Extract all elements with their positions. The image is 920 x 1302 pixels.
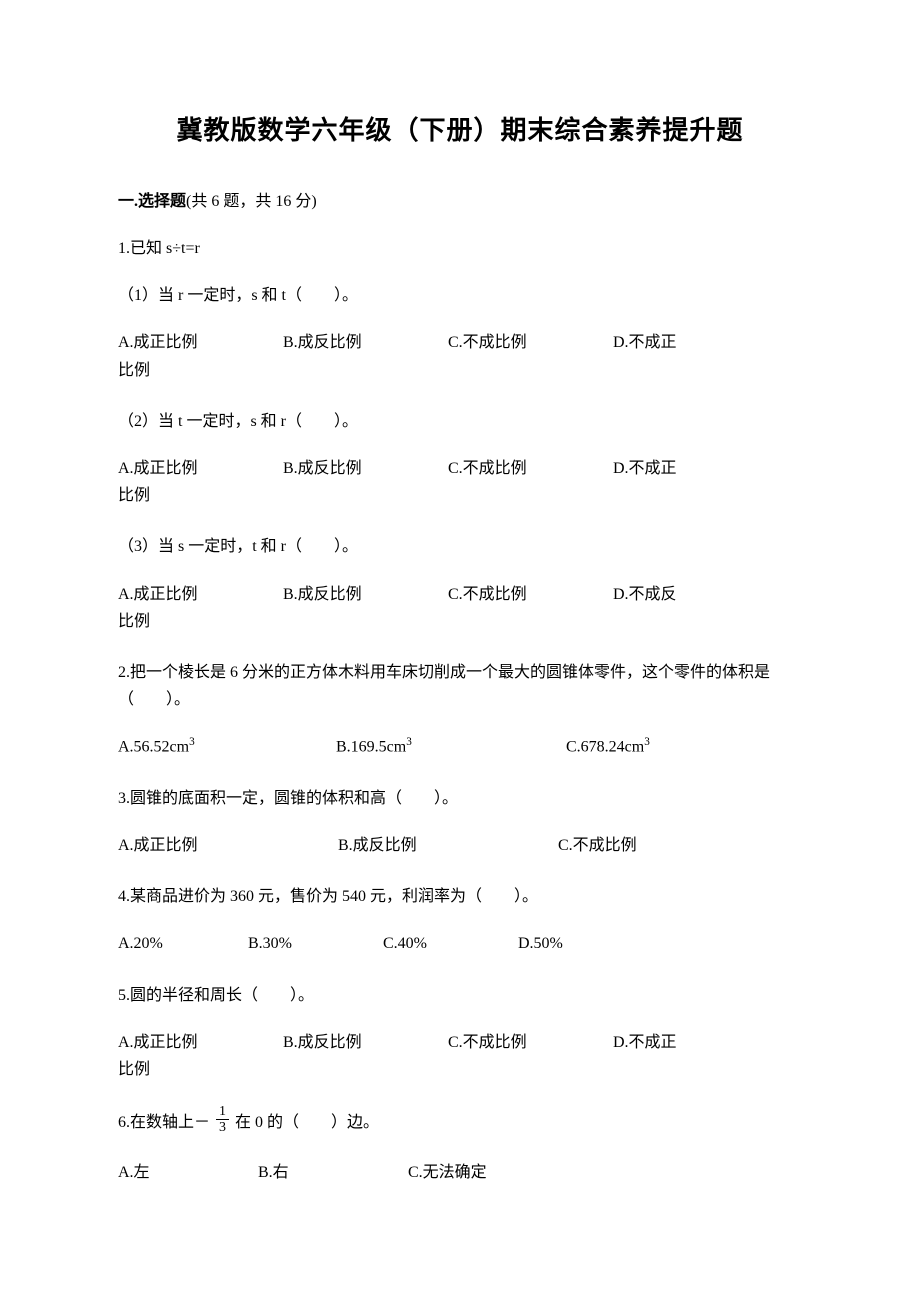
q4-options: A.20% B.30% C.40% D.50%	[118, 930, 802, 957]
q1-sub2: （2）当 t 一定时，s 和 r（ ）。	[118, 408, 802, 435]
q1-sub1-opt-b: B.成反比例	[283, 329, 448, 356]
q4-opt-d: D.50%	[518, 930, 802, 957]
q1-sub3-opt-d-line2: 比例	[118, 608, 802, 635]
q1-sub1-opt-d-line1: D.不成正	[613, 329, 802, 356]
q1-sub3-opt-c: C.不成比例	[448, 581, 613, 608]
q1-sub2-opt-c: C.不成比例	[448, 455, 613, 482]
q5-opt-b: B.成反比例	[283, 1029, 448, 1056]
q5-opt-c: C.不成比例	[448, 1029, 613, 1056]
q6-options: A.左 B.右 C.无法确定	[118, 1159, 802, 1186]
q2-opt-c: C.678.24cm3	[566, 733, 802, 761]
q1-sub1: （1）当 r 一定时，s 和 t（ ）。	[118, 282, 802, 309]
q4-opt-a: A.20%	[118, 930, 248, 957]
q3-opt-a: A.成正比例	[118, 832, 338, 859]
q4-stem: 4.某商品进价为 360 元，售价为 540 元，利润率为（ ）。	[118, 883, 802, 910]
q1-sub2-opt-b: B.成反比例	[283, 455, 448, 482]
q1-stem: 1.已知 s÷t=r	[118, 235, 802, 262]
q2-opt-b: B.169.5cm3	[336, 733, 566, 761]
q1-sub1-opt-d-line2: 比例	[118, 357, 802, 384]
q5-opt-d-line1: D.不成正	[613, 1029, 802, 1056]
q2-opt-a: A.56.52cm3	[118, 733, 336, 761]
q1-sub2-options: A.成正比例 B.成反比例 C.不成比例 D.不成正 比例	[118, 455, 802, 509]
q6-stem-before: 6.在数轴上－	[118, 1109, 210, 1136]
q1-sub3-options: A.成正比例 B.成反比例 C.不成比例 D.不成反 比例	[118, 581, 802, 635]
q3-options: A.成正比例 B.成反比例 C.不成比例	[118, 832, 802, 859]
q1-sub2-opt-a: A.成正比例	[118, 455, 283, 482]
q3-opt-b: B.成反比例	[338, 832, 558, 859]
q1-sub3-opt-a: A.成正比例	[118, 581, 283, 608]
q5-stem: 5.圆的半径和周长（ ）。	[118, 982, 802, 1009]
q1-sub3: （3）当 s 一定时，t 和 r（ ）。	[118, 533, 802, 560]
section-1-label-rest: (共 6 题，共 16 分)	[186, 193, 317, 210]
q1-sub1-opt-a: A.成正比例	[118, 329, 283, 356]
q6-opt-b: B.右	[258, 1159, 408, 1186]
q2-options: A.56.52cm3 B.169.5cm3 C.678.24cm3	[118, 733, 802, 761]
q1-sub3-opt-d-line1: D.不成反	[613, 581, 802, 608]
page-title: 冀教版数学六年级（下册）期末综合素养提升题	[118, 110, 802, 147]
fraction-icon: 1 3	[216, 1104, 229, 1136]
q5-opt-d-line2: 比例	[118, 1056, 802, 1083]
fraction-denominator: 3	[216, 1120, 229, 1135]
q3-stem: 3.圆锥的底面积一定，圆锥的体积和高（ ）。	[118, 785, 802, 812]
q1-sub2-opt-d-line1: D.不成正	[613, 455, 802, 482]
section-1-label-bold: 一.选择题	[118, 193, 186, 210]
q2-stem: 2.把一个棱长是 6 分米的正方体木料用车床切削成一个最大的圆锥体零件，这个零件…	[118, 659, 802, 713]
section-1-header: 一.选择题(共 6 题，共 16 分)	[118, 187, 802, 211]
q4-opt-b: B.30%	[248, 930, 383, 957]
q4-opt-c: C.40%	[383, 930, 518, 957]
q6-stem: 6.在数轴上－ 1 3 在 0 的（ ）边。	[118, 1107, 802, 1139]
q1-sub2-opt-d-line2: 比例	[118, 482, 802, 509]
q1-sub1-opt-c: C.不成比例	[448, 329, 613, 356]
q6-opt-c: C.无法确定	[408, 1159, 802, 1186]
q6-opt-a: A.左	[118, 1159, 258, 1186]
q1-sub3-opt-b: B.成反比例	[283, 581, 448, 608]
q6-stem-after: 在 0 的（ ）边。	[235, 1109, 379, 1136]
q5-options: A.成正比例 B.成反比例 C.不成比例 D.不成正 比例	[118, 1029, 802, 1083]
q1-sub1-options: A.成正比例 B.成反比例 C.不成比例 D.不成正 比例	[118, 329, 802, 383]
fraction-numerator: 1	[216, 1104, 229, 1120]
q3-opt-c: C.不成比例	[558, 832, 802, 859]
q5-opt-a: A.成正比例	[118, 1029, 283, 1056]
